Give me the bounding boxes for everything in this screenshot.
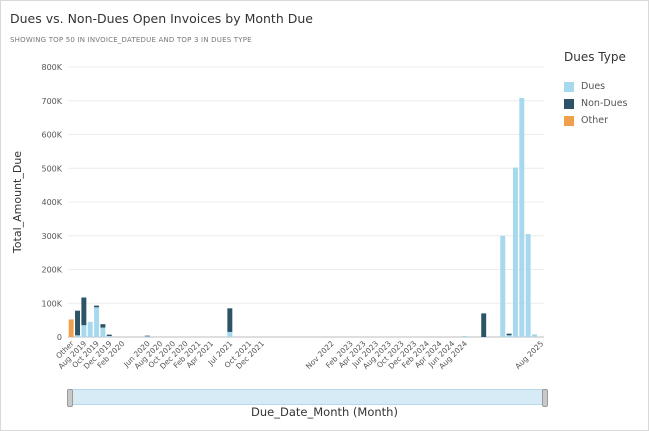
legend-item-other[interactable]: Other [564, 112, 628, 129]
bar-dues [87, 321, 93, 337]
y-tick-label: 500K [41, 164, 62, 173]
bar-dues [75, 335, 80, 337]
bar-non-dues [144, 335, 150, 337]
legend: Dues Type Dues Non-Dues Other [564, 50, 628, 129]
bar-dues [94, 307, 100, 337]
bar-non-dues [506, 333, 512, 336]
legend-label-non-dues: Non-Dues [581, 98, 628, 109]
y-axis-title: Total_Amount_Due [11, 151, 24, 254]
bar-dues [106, 335, 112, 337]
bar-non-dues [81, 297, 87, 326]
bar-dues [81, 325, 87, 337]
bar-dues [525, 234, 531, 337]
bar-dues [506, 335, 512, 337]
legend-label-dues: Dues [581, 81, 606, 92]
bar-dues [519, 98, 525, 337]
bar-non-dues [227, 308, 233, 332]
bar-dues [100, 327, 106, 337]
bar-dues [500, 235, 506, 337]
y-tick-label: 600K [41, 131, 62, 140]
bar-dues [462, 335, 468, 337]
legend-swatch-other [564, 115, 574, 126]
chart-subtitle: SHOWING TOP 50 IN INVOICE_DATEDUE AND TO… [10, 36, 252, 44]
range-handle-left[interactable] [67, 389, 73, 407]
range-handle-right[interactable] [542, 389, 548, 407]
bar-non-dues [106, 334, 112, 336]
y-tick-label: 700K [41, 97, 62, 106]
bar-other [68, 319, 74, 337]
bar-non-dues [100, 324, 106, 328]
y-tick-label: 800K [41, 63, 62, 72]
legend-label-other: Other [581, 115, 608, 126]
bar-dues [512, 167, 518, 337]
y-tick-label: 200K [41, 266, 62, 275]
bar-non-dues [94, 305, 100, 308]
y-tick-label: 400K [41, 198, 62, 207]
y-tick-label: 100K [41, 299, 62, 308]
x-axis-range-scrollbar[interactable] [67, 389, 548, 407]
y-tick-label: 300K [41, 232, 62, 241]
bar-dues [532, 334, 537, 337]
bar-dues [144, 336, 150, 337]
bar-non-dues [481, 313, 487, 337]
legend-swatch-non-dues [564, 98, 574, 109]
chart-title: Dues vs. Non-Dues Open Invoices by Month… [10, 11, 313, 26]
x-tick-label: Aug 2025 [513, 339, 545, 371]
legend-item-non-dues[interactable]: Non-Dues [564, 95, 628, 112]
x-axis-title: Due_Date_Month (Month) [251, 405, 398, 419]
legend-title: Dues Type [564, 50, 626, 64]
y-tick-label: 0 [57, 333, 62, 342]
bar-non-dues [75, 310, 80, 336]
legend-item-dues[interactable]: Dues [564, 78, 628, 95]
legend-swatch-dues [564, 81, 574, 92]
bar-dues [227, 331, 233, 337]
